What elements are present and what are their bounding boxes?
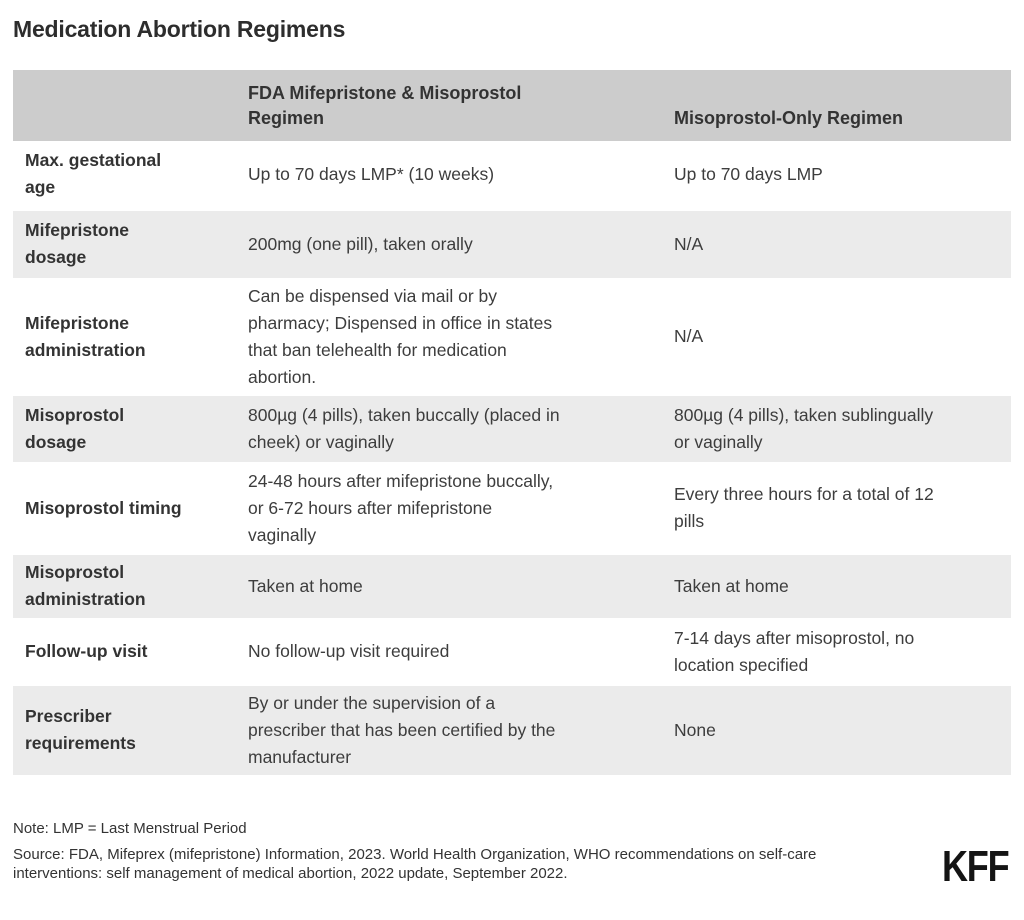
- column-header-misoprostol-only: Misoprostol-Only Regimen: [674, 70, 1011, 141]
- cell-fda-regimen: 200mg (one pill), taken orally: [248, 209, 674, 279]
- cell-fda-regimen: Can be dispensed via mail or by pharmacy…: [248, 279, 674, 394]
- page-title: Medication Abortion Regimens: [13, 16, 346, 42]
- row-label: Mifepristone administration: [13, 279, 248, 394]
- cell-misoprostol-only: Up to 70 days LMP: [674, 141, 1011, 209]
- row-label: Misoprostol timing: [13, 463, 248, 553]
- source-row: Source: FDA, Mifeprex (mifepristone) Inf…: [13, 842, 1010, 891]
- cell-fda-regimen: 800µg (4 pills), taken buccally (placed …: [248, 394, 674, 463]
- source-text: Source: FDA, Mifeprex (mifepristone) Inf…: [13, 846, 817, 882]
- cell-misoprostol-only: N/A: [674, 209, 1011, 279]
- cell-fda-regimen: No follow-up visit required: [248, 619, 674, 684]
- row-label: Prescriber requirements: [13, 684, 248, 775]
- table-row: Mifepristone administration Can be dispe…: [13, 279, 1011, 394]
- cell-fda-regimen: By or under the supervision of a prescri…: [248, 684, 674, 775]
- row-label: Mifepristone dosage: [13, 209, 248, 279]
- cell-misoprostol-only: 800µg (4 pills), taken sublingually or v…: [674, 394, 1011, 463]
- cell-fda-regimen: 24-48 hours after mifepristone buccally,…: [248, 463, 674, 553]
- row-label: Misoprostol dosage: [13, 394, 248, 463]
- footnote: Note: LMP = Last Menstrual Period: [13, 820, 247, 837]
- cell-misoprostol-only: Taken at home: [674, 553, 1011, 619]
- cell-misoprostol-only: None: [674, 684, 1011, 775]
- cell-fda-regimen: Up to 70 days LMP* (10 weeks): [248, 141, 674, 209]
- table-row: Misoprostol dosage 800µg (4 pills), take…: [13, 394, 1011, 463]
- row-label: Max. gestational age: [13, 141, 248, 209]
- table-row: Prescriber requirements By or under the …: [13, 684, 1011, 775]
- table-row: Misoprostol administration Taken at home…: [13, 553, 1011, 619]
- row-label: Follow-up visit: [13, 619, 248, 684]
- page-container: Medication Abortion Regimens FDA Mifepri…: [13, 16, 1011, 891]
- table-header-row: FDA Mifepristone & Misoprostol Regimen M…: [13, 70, 1011, 141]
- table-row: Mifepristone dosage 200mg (one pill), ta…: [13, 209, 1011, 279]
- table-row: Misoprostol timing 24-48 hours after mif…: [13, 463, 1011, 553]
- cell-fda-regimen: Taken at home: [248, 553, 674, 619]
- column-header-fda-regimen: FDA Mifepristone & Misoprostol Regimen: [248, 70, 674, 141]
- table-row: Follow-up visit No follow-up visit requi…: [13, 619, 1011, 684]
- cell-misoprostol-only: 7-14 days after misoprostol, no location…: [674, 619, 1011, 684]
- kff-logo: KFF: [941, 842, 1010, 891]
- row-label: Misoprostol administration: [13, 553, 248, 619]
- cell-misoprostol-only: N/A: [674, 279, 1011, 394]
- column-header-empty: [13, 70, 248, 141]
- table-row: Max. gestational age Up to 70 days LMP* …: [13, 141, 1011, 209]
- cell-misoprostol-only: Every three hours for a total of 12 pill…: [674, 463, 1011, 553]
- regimen-table: FDA Mifepristone & Misoprostol Regimen M…: [13, 70, 1011, 775]
